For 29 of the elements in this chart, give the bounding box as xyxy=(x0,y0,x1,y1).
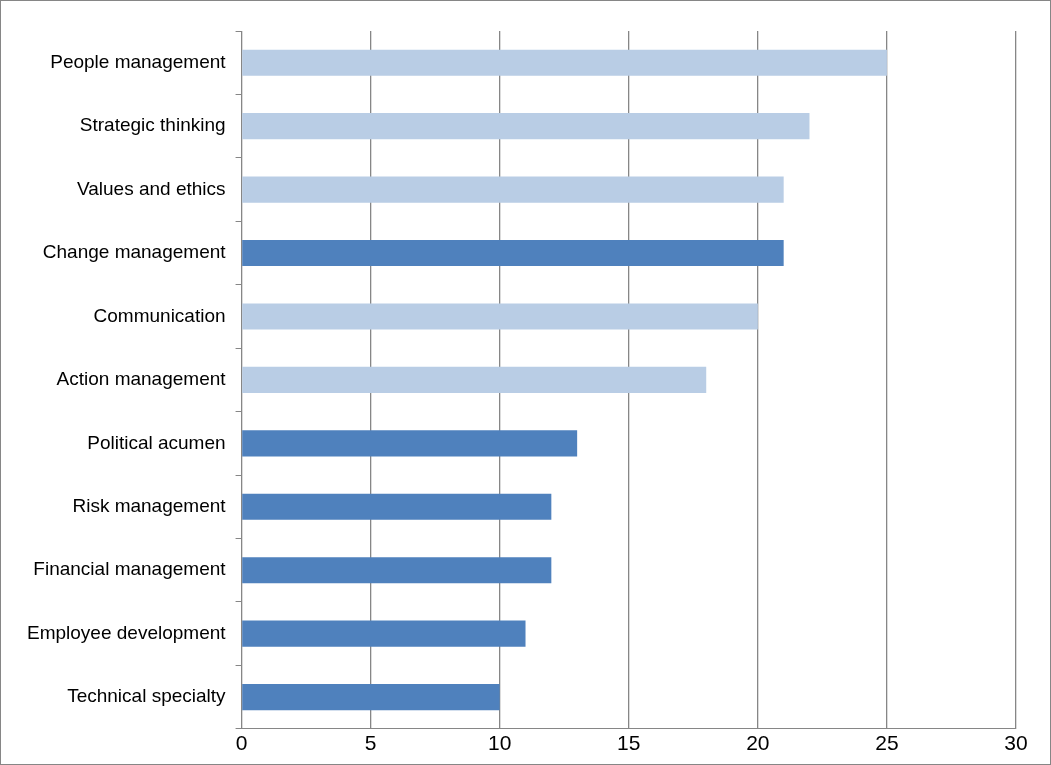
bar xyxy=(242,366,707,393)
y-tick-label: People management xyxy=(50,50,227,72)
x-tick-label: 0 xyxy=(235,731,248,755)
bar xyxy=(242,49,887,76)
x-tick-label: 30 xyxy=(1004,731,1028,755)
bar xyxy=(242,239,784,267)
bar xyxy=(242,493,552,520)
y-tick-label: Technical specialty xyxy=(67,685,227,707)
x-tick-label: 5 xyxy=(364,731,377,755)
x-tick-label: 15 xyxy=(617,731,641,755)
y-tick-label: Values and ethics xyxy=(76,177,226,199)
bar xyxy=(242,557,552,584)
bar xyxy=(242,620,526,647)
bar xyxy=(242,303,758,330)
x-tick-label: 20 xyxy=(746,731,770,755)
bar xyxy=(242,113,810,140)
y-tick-label: Political acumen xyxy=(87,431,226,453)
bar xyxy=(242,176,784,203)
bar xyxy=(242,684,500,711)
y-tick-label: Financial management xyxy=(33,558,227,580)
bar xyxy=(242,430,578,457)
y-tick-label: Risk management xyxy=(72,495,227,517)
x-tick-label: 10 xyxy=(488,731,512,755)
y-tick-label: Change management xyxy=(42,241,227,263)
y-tick-label: Communication xyxy=(93,304,226,326)
y-tick-label: Employee development xyxy=(26,621,227,643)
y-tick-label: Action management xyxy=(56,368,227,390)
x-tick-label: 25 xyxy=(875,731,899,755)
y-tick-label: Strategic thinking xyxy=(79,114,226,136)
